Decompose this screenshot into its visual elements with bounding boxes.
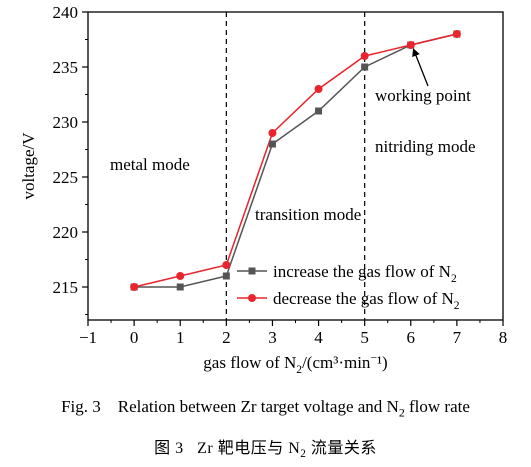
data-point-square	[361, 63, 369, 71]
caption-en-sub: 2	[398, 405, 405, 420]
data-point-circle	[452, 30, 461, 38]
legend-label-1: decrease the gas flow of N2	[273, 289, 460, 312]
x-tick-label: 8	[499, 328, 508, 347]
data-point-circle	[222, 261, 231, 269]
data-point-square	[268, 140, 276, 148]
data-point-circle	[360, 52, 369, 60]
data-point-square	[315, 107, 323, 115]
data-point-circle	[314, 85, 323, 93]
x-tick-label: 3	[268, 328, 277, 347]
figure-caption-chinese: 图 3 Zr 靶电压与 N2 流量关系	[0, 434, 531, 461]
data-point-circle	[130, 283, 139, 291]
plot-layer: −1 0 1 2 3 4 5 6 7 8 215 220 225 230 235 240 gas flow of…	[19, 3, 507, 376]
caption-en-prefix: Fig. 3	[61, 397, 101, 416]
y-tick-label: 220	[53, 223, 79, 242]
y-tick-label: 235	[53, 58, 79, 77]
data-point-square	[176, 283, 184, 291]
y-tick-label: 230	[53, 113, 79, 132]
region-label-1: transition mode	[255, 205, 361, 224]
region-label-0: metal mode	[110, 155, 190, 174]
x-tick-label: 6	[407, 328, 416, 347]
x-tick-label: 5	[360, 328, 369, 347]
x-tick-label: 2	[222, 328, 231, 347]
data-point-circle	[406, 41, 415, 49]
series-line-1	[133, 33, 458, 288]
region-label-2: nitriding mode	[375, 137, 476, 156]
data-point-square	[222, 272, 230, 280]
y-tick-label: 225	[53, 168, 79, 187]
x-tick-label: 1	[176, 328, 185, 347]
x-tick-label: 7	[453, 328, 462, 347]
figure-caption-english: Fig. 3 Relation between Zr target voltag…	[0, 397, 531, 420]
caption-cn-prefix: 图 3	[154, 440, 184, 457]
caption-cn-sub: 2	[300, 448, 307, 461]
y-axis-title: voltage/V	[19, 132, 38, 200]
caption-cn-text: Zr 靶电压与 N	[197, 440, 301, 457]
x-tick-label: −1	[79, 328, 97, 347]
caption-en-text: Relation between Zr target voltage and N	[117, 397, 399, 416]
annotation-label: working point	[375, 86, 471, 105]
annotation-arrow	[412, 48, 429, 87]
x-tick-label: 0	[130, 328, 139, 347]
caption-en-suffix: flow rate	[404, 397, 470, 416]
caption-cn-suffix: 流量关系	[306, 440, 377, 457]
y-tick-label: 215	[53, 278, 79, 297]
series-line-0	[134, 33, 458, 288]
y-tick-label: 240	[53, 3, 79, 22]
legend-marker-square	[248, 267, 256, 275]
legend-label-0: increase the gas flow of N2	[273, 262, 457, 285]
data-point-circle	[268, 129, 277, 137]
data-point-circle	[176, 272, 185, 280]
x-tick-label: 4	[314, 328, 323, 347]
legend-marker-circle	[248, 294, 256, 302]
chart: −1 0 1 2 3 4 5 6 7 8 215 220 225 230 235 240 gas flow of…	[19, 3, 507, 376]
x-axis-title: gas flow of N2/(cm³·min−¹)	[203, 352, 387, 376]
